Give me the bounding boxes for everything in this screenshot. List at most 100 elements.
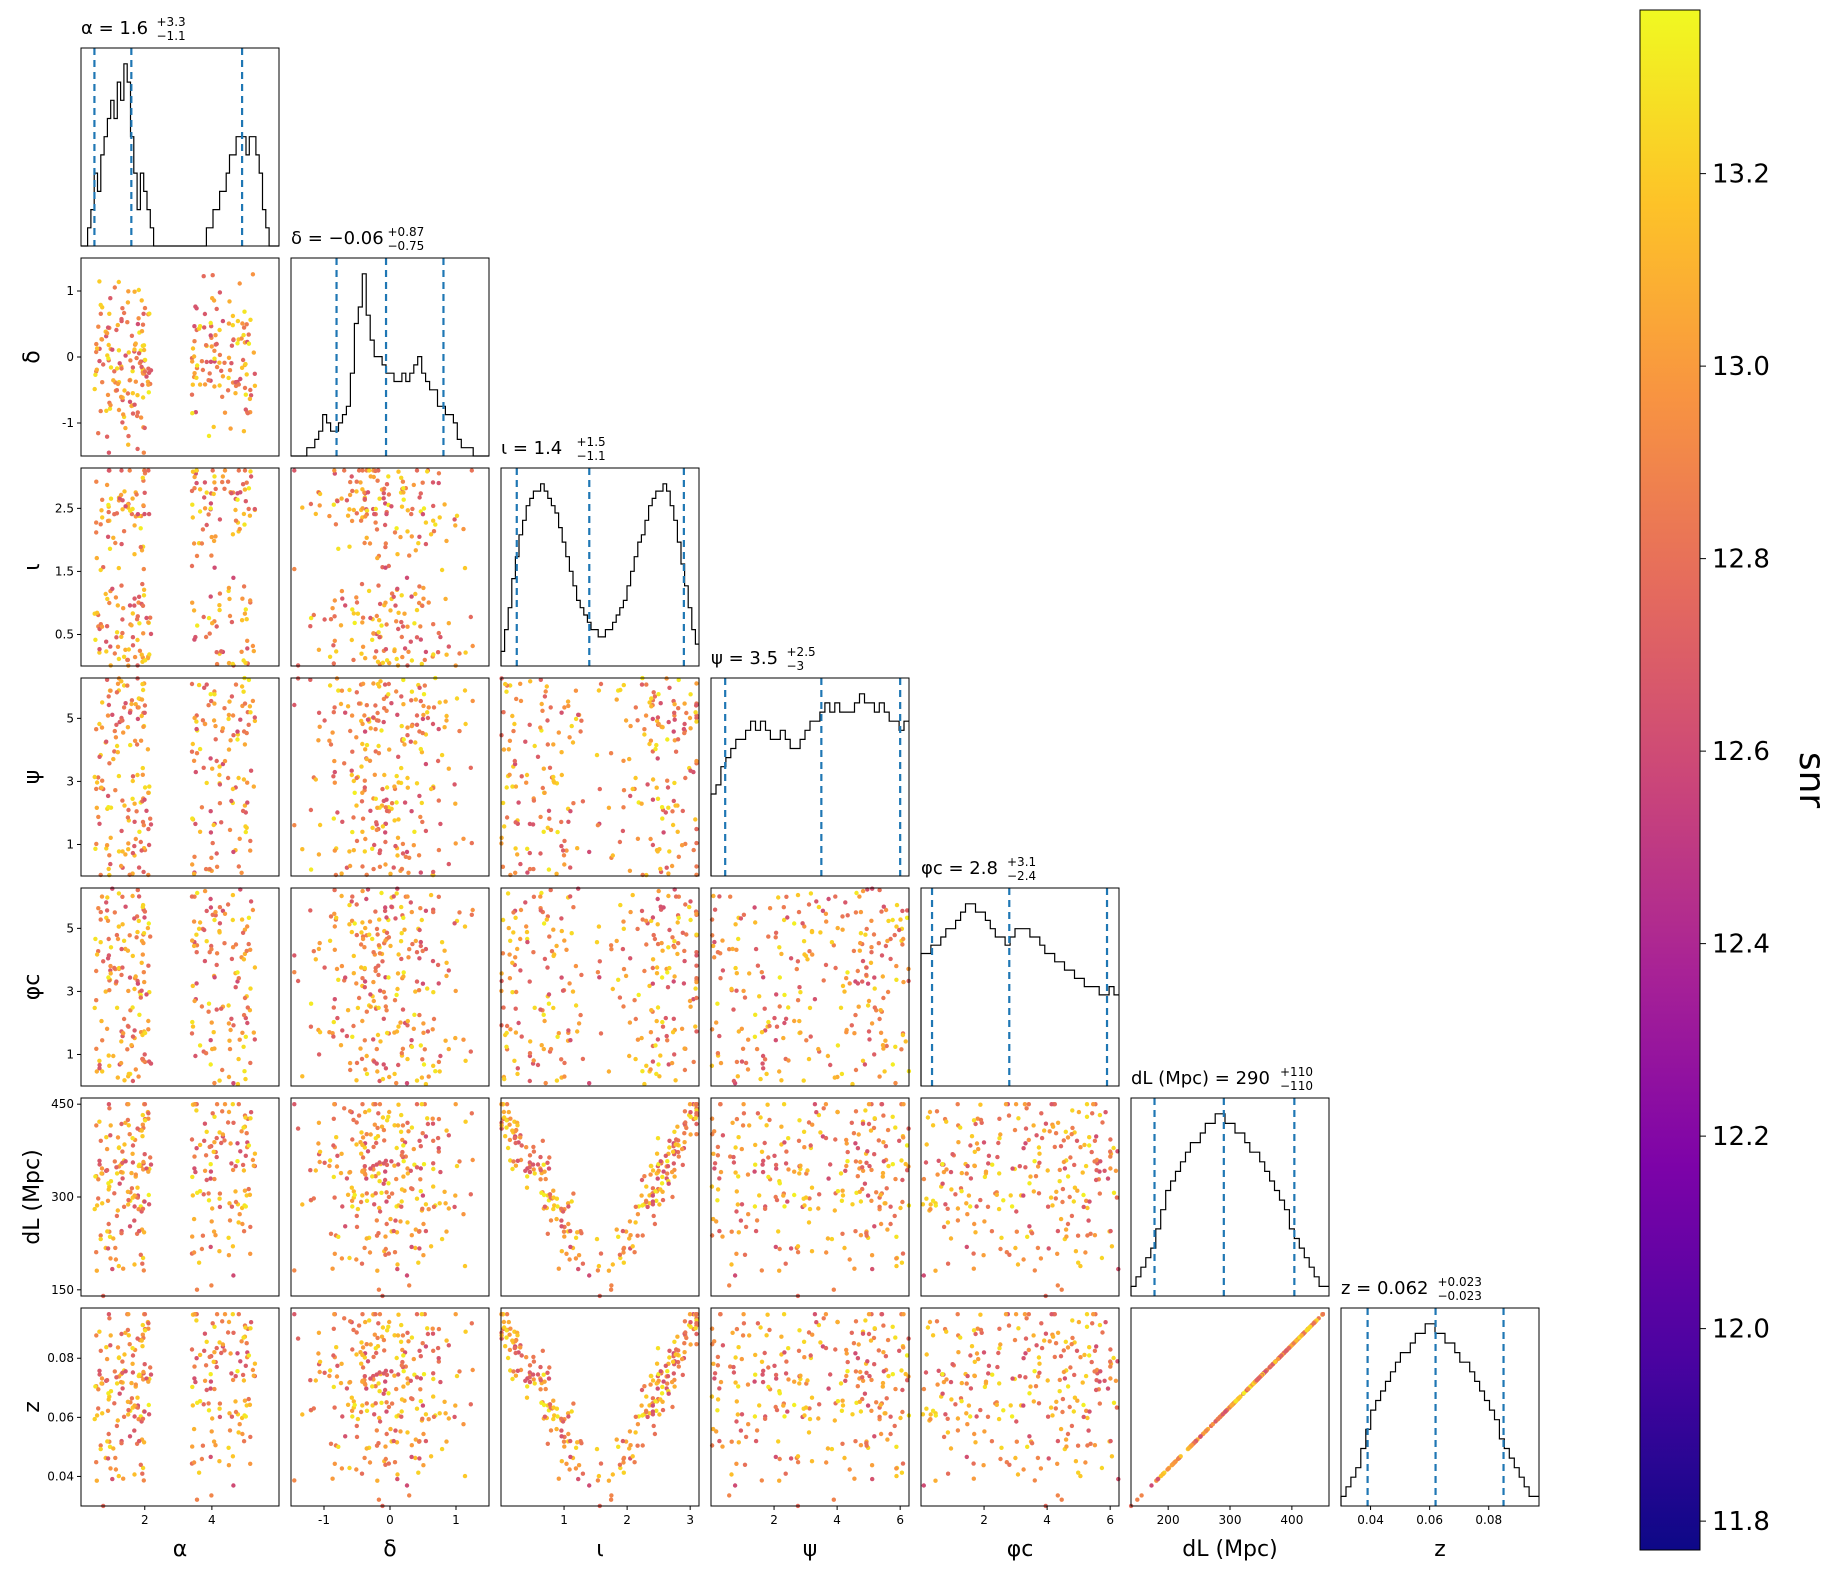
scatter-point — [192, 1102, 197, 1107]
scatter-point — [383, 995, 388, 1000]
scatter-point — [121, 654, 127, 659]
scatter-point — [845, 1359, 850, 1365]
scatter-point — [375, 659, 381, 664]
scatter-point — [510, 1166, 515, 1172]
scatter-point — [823, 1312, 829, 1317]
scatter-point — [617, 995, 623, 1000]
scatter-point — [556, 1476, 561, 1481]
scatter-point — [104, 843, 110, 848]
scatter-point — [94, 555, 100, 561]
scatter-point — [587, 1273, 592, 1278]
scatter-point — [383, 938, 388, 943]
scatter-point — [462, 924, 468, 929]
scatter-point — [389, 904, 394, 909]
scatter-point — [340, 819, 345, 824]
title-sub: −1.1 — [577, 449, 606, 463]
scatter-point — [92, 774, 97, 780]
scatter-point — [241, 1168, 247, 1173]
scatter-point — [367, 758, 373, 763]
scatter-point — [691, 847, 696, 853]
title-sub: −1.1 — [157, 29, 186, 43]
scatter-point — [541, 1372, 546, 1377]
y-axis-label: ψ — [20, 770, 45, 785]
scatter-point — [569, 723, 574, 729]
scatter-point — [360, 506, 365, 511]
scatter-point — [108, 1133, 113, 1138]
scatter-point — [384, 1118, 390, 1123]
scatter-point — [420, 819, 425, 825]
scatter-point — [120, 1149, 125, 1154]
scatter-point — [233, 1189, 238, 1194]
scatter-point — [98, 1443, 103, 1448]
scatter-point — [855, 1384, 860, 1389]
scatter-point — [148, 1372, 154, 1377]
scatter-point — [127, 1224, 133, 1229]
scatter-point — [370, 1174, 375, 1179]
scatter-point — [389, 1369, 394, 1374]
scatter-point — [316, 1141, 321, 1146]
scatter-point — [530, 1372, 536, 1377]
scatter-point — [693, 817, 698, 822]
scatter-point — [316, 738, 321, 743]
scatter-point — [500, 951, 506, 956]
scatter-point — [374, 1046, 379, 1052]
scatter-point — [596, 688, 602, 693]
scatter-point — [190, 983, 195, 989]
scatter-point — [527, 866, 533, 872]
scatter-point — [513, 820, 518, 825]
scatter-point — [538, 725, 543, 730]
scatter-point — [246, 915, 252, 920]
scatter-point — [384, 1221, 389, 1227]
scatter-point — [334, 1345, 339, 1350]
scatter-point — [446, 861, 451, 867]
scatter-point — [142, 468, 148, 474]
scatter-point — [712, 955, 717, 960]
title-sup: +3.3 — [157, 15, 186, 29]
scatter-point — [126, 433, 131, 439]
scatter-point — [650, 1202, 656, 1207]
scatter-point — [436, 726, 441, 732]
scatter-point — [103, 591, 108, 597]
scatter-point — [676, 941, 681, 946]
scatter-point — [876, 1138, 881, 1143]
scatter-point — [409, 1233, 414, 1238]
scatter-point — [317, 1359, 323, 1365]
scatter-point — [421, 1372, 427, 1377]
scatter-point — [135, 663, 140, 668]
scatter-point — [527, 722, 532, 727]
scatter-point — [568, 865, 573, 870]
scatter-point — [94, 1268, 100, 1273]
scatter-point — [759, 1030, 765, 1035]
scatter-point — [944, 1167, 949, 1172]
scatter-point — [209, 1493, 214, 1498]
scatter-point — [233, 1164, 238, 1169]
scatter-point — [133, 974, 138, 979]
scatter-point — [900, 1032, 906, 1038]
scatter-point — [757, 994, 762, 999]
scatter-point — [531, 798, 537, 803]
scatter-point — [209, 344, 214, 349]
scatter-point — [1052, 1102, 1058, 1107]
scatter-point — [753, 1162, 758, 1167]
scatter-point — [401, 497, 406, 502]
scatter-point — [342, 1106, 347, 1111]
scatter-point — [240, 357, 246, 363]
scatter-point — [400, 479, 406, 484]
scatter-point — [120, 798, 125, 803]
scatter-point — [971, 1251, 976, 1256]
scatter-point — [99, 1166, 105, 1171]
scatter-point — [712, 1376, 717, 1381]
scatter-point — [1063, 1129, 1069, 1135]
scatter-point — [359, 1151, 364, 1156]
scatter-point — [606, 1478, 612, 1483]
scatter-point — [423, 1228, 429, 1234]
scatter-point — [350, 1204, 355, 1209]
scatter-point — [208, 333, 213, 338]
scatter-point — [410, 506, 415, 512]
scatter-point — [886, 1163, 891, 1169]
scatter-point — [691, 1059, 696, 1065]
scatter-point — [252, 506, 257, 512]
scatter-point — [431, 652, 436, 657]
scatter-point — [347, 902, 352, 908]
scatter-point — [901, 1102, 906, 1107]
